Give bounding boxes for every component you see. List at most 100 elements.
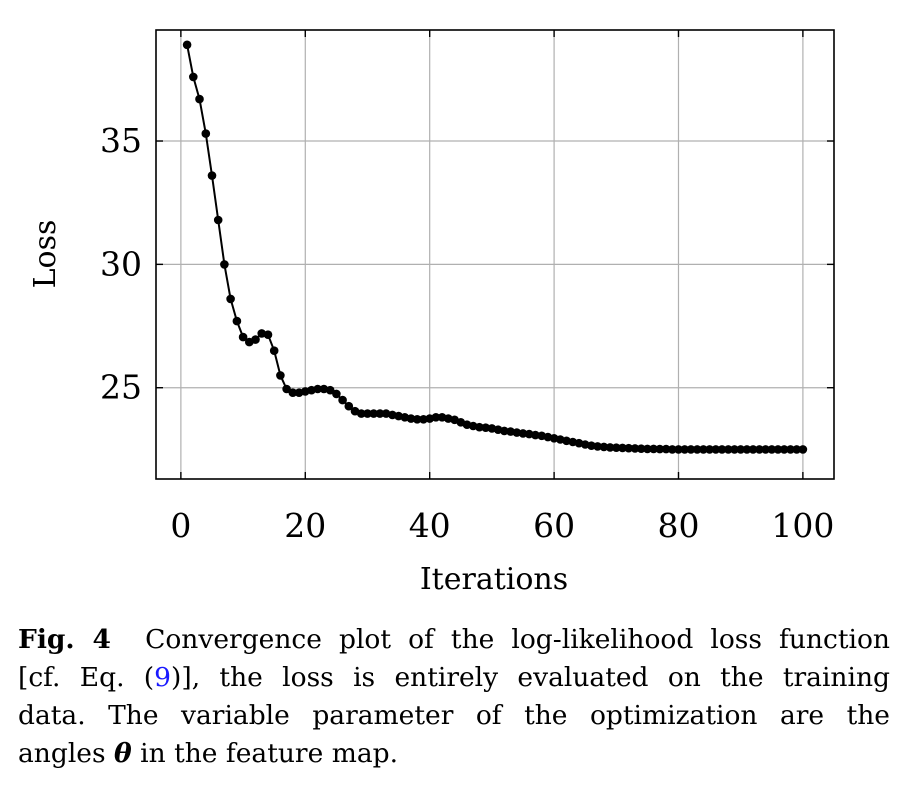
data-point <box>338 395 347 405</box>
data-point <box>711 445 721 454</box>
data-point <box>636 444 646 454</box>
x-axis-title: Iterations <box>420 562 568 597</box>
data-point <box>649 444 658 454</box>
data-point <box>288 388 298 398</box>
data-point <box>779 445 789 454</box>
data-point <box>332 389 341 399</box>
data-point <box>593 442 602 451</box>
data-point <box>201 129 211 138</box>
data-point <box>798 445 808 454</box>
caption-line-4: angles θ in the feature map. <box>18 735 890 773</box>
data-point <box>767 445 777 454</box>
caption-text-2a: [cf. Eq. ( <box>18 662 155 693</box>
data-point <box>276 371 285 380</box>
data-point <box>661 444 671 454</box>
data-point <box>189 72 198 82</box>
data-point <box>220 260 229 269</box>
caption-line-2: [cf. Eq. (9)], the loss is entirely eval… <box>18 659 890 697</box>
data-point <box>705 445 714 454</box>
axis-ticks: 0 20 40 60 80 100 25 30 35 <box>100 30 834 545</box>
data-point <box>717 445 727 454</box>
data-point <box>742 445 752 454</box>
data-point <box>587 441 596 451</box>
data-point <box>699 445 708 454</box>
data-point <box>748 445 758 454</box>
data-point <box>612 443 621 453</box>
data-point <box>655 444 665 454</box>
data-point <box>630 444 640 453</box>
x-tick-label: 80 <box>657 506 699 545</box>
data-point <box>618 443 627 453</box>
data-point <box>481 423 491 433</box>
data-point <box>357 409 366 418</box>
x-tick-label: 60 <box>533 506 575 545</box>
data-point <box>531 430 540 440</box>
data-point <box>680 445 689 454</box>
caption-text-3: data. The variable parameter of the opti… <box>18 700 890 731</box>
caption-text-2b: )], the loss is entirely evaluated on th… <box>171 662 891 693</box>
data-point <box>599 442 609 452</box>
grid-lines <box>156 30 834 479</box>
data-point <box>518 429 528 438</box>
data-point <box>500 426 509 436</box>
y-tick-label: 25 <box>100 368 142 407</box>
data-point <box>406 414 416 423</box>
caption-line-1: Fig. 4 Convergence plot of the log-likel… <box>18 621 890 659</box>
data-point <box>263 330 273 340</box>
caption-text-1: Convergence plot of the log-likelihood l… <box>145 624 890 655</box>
data-point <box>786 445 795 454</box>
data-point <box>269 346 279 356</box>
data-point <box>213 215 223 225</box>
data-point <box>182 40 192 50</box>
data-point <box>412 415 422 424</box>
data-point <box>369 409 379 418</box>
series-line <box>186 44 803 451</box>
figure-label: Fig. 4 <box>18 624 111 655</box>
equation-reference-link[interactable]: 9 <box>154 662 172 693</box>
data-point <box>724 445 733 454</box>
data-point <box>792 445 801 454</box>
data-point <box>238 332 248 342</box>
data-point <box>282 384 291 394</box>
figure-caption: Fig. 4 Convergence plot of the log-likel… <box>18 621 890 773</box>
caption-line-3: data. The variable parameter of the opti… <box>18 697 890 735</box>
plot-frame <box>155 29 835 480</box>
y-axis-title: Loss <box>28 220 63 289</box>
x-tick-label: 0 <box>170 506 191 545</box>
data-point <box>755 445 764 454</box>
data-point <box>730 445 739 454</box>
data-point <box>674 445 683 454</box>
data-point <box>207 171 217 180</box>
caption-text-4a: angles <box>18 738 115 769</box>
loss-convergence-chart: 0 20 40 60 80 100 25 30 35 Iterations Loss <box>28 29 835 597</box>
x-tick-label: 100 <box>771 506 834 545</box>
y-tick-label: 30 <box>100 244 142 283</box>
x-tick-label: 40 <box>409 506 451 545</box>
data-point <box>419 415 428 424</box>
series-loss <box>182 40 808 454</box>
data-point <box>643 444 652 454</box>
data-point <box>195 94 204 104</box>
data-point <box>232 316 242 326</box>
data-point <box>692 445 702 454</box>
data-point <box>375 409 385 418</box>
x-tick-label: 20 <box>284 506 326 545</box>
data-point <box>313 384 323 394</box>
data-point <box>605 443 615 452</box>
data-point <box>475 422 484 432</box>
data-point <box>325 385 335 395</box>
data-point <box>761 445 770 454</box>
data-point <box>773 445 783 454</box>
data-point <box>624 443 633 453</box>
data-point <box>226 294 235 304</box>
theta-symbol: θ <box>114 738 132 769</box>
data-point <box>686 445 696 454</box>
y-tick-label: 35 <box>100 121 142 160</box>
data-point <box>363 409 372 418</box>
data-point <box>251 335 260 344</box>
data-point <box>668 445 677 454</box>
caption-text-4b: in the feature map. <box>131 738 399 769</box>
data-point <box>736 445 745 454</box>
data-point <box>431 413 441 422</box>
data-point <box>344 401 354 411</box>
